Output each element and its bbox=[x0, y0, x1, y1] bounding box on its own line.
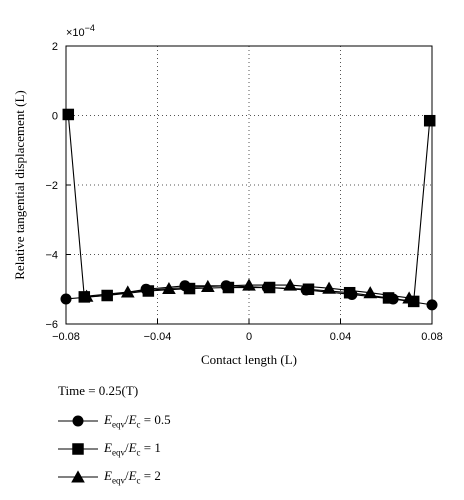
data-point-circle bbox=[426, 299, 438, 311]
data-point-square bbox=[222, 281, 235, 294]
data-point-triangle bbox=[79, 289, 94, 302]
legend-label: Eeqv/Ec = 1 bbox=[104, 440, 161, 458]
data-point-square bbox=[343, 286, 356, 299]
legend-label-sub2: c bbox=[136, 419, 141, 430]
legend-label: Eeqv/Ec = 2 bbox=[104, 468, 161, 486]
legend-title: Time = 0.25(T) bbox=[58, 383, 139, 398]
y-tick-label: −4 bbox=[45, 250, 58, 262]
legend-label-value: = 2 bbox=[140, 468, 161, 484]
series-triangle bbox=[79, 278, 416, 304]
axis-ticks: −0.08 −0.04 0 0.04 0.08 2 0 −2 −4 −6 bbox=[45, 41, 442, 343]
data-point-triangle bbox=[363, 286, 378, 299]
y-tick-label: 0 bbox=[52, 111, 58, 123]
legend-label-sub1: eqv bbox=[111, 447, 125, 458]
y-tick-label: −2 bbox=[45, 180, 58, 192]
legend-label-sub1: eqv bbox=[111, 475, 125, 486]
data-point-square bbox=[382, 292, 395, 304]
legend-items: Eeqv/Ec = 0.5 Eeqv/Ec = 1 Eeqv/Ec = 2 bbox=[58, 407, 318, 491]
y-multiplier-exp: −4 bbox=[85, 23, 95, 33]
legend-swatch-square bbox=[58, 443, 98, 455]
legend-marker-circle bbox=[72, 415, 84, 427]
data-point-square bbox=[62, 108, 75, 121]
legend-item: Eeqv/Ec = 2 bbox=[58, 463, 318, 491]
legend-swatch-circle bbox=[58, 415, 98, 427]
legend-label-value: = 1 bbox=[140, 440, 161, 456]
series-layer bbox=[60, 108, 438, 311]
legend-label-sub1: eqv bbox=[111, 419, 125, 430]
legend-label-sub2: c bbox=[136, 447, 141, 458]
data-point-triangle bbox=[201, 279, 215, 292]
data-point-square bbox=[423, 114, 436, 127]
legend-marker-triangle bbox=[71, 470, 85, 483]
x-tick-label: 0.04 bbox=[330, 331, 351, 343]
legend-item: Eeqv/Ec = 0.5 bbox=[58, 407, 318, 435]
legend-label-sym: E bbox=[104, 468, 112, 484]
data-point-circle bbox=[60, 293, 72, 305]
legend-label-sym: E bbox=[104, 412, 112, 428]
legend-label-value: = 0.5 bbox=[140, 412, 171, 428]
grid bbox=[66, 46, 432, 324]
data-point-triangle bbox=[162, 281, 176, 295]
x-tick-label: 0 bbox=[246, 331, 252, 343]
legend-label-sym2: E bbox=[128, 440, 137, 456]
data-point-square bbox=[302, 283, 315, 295]
data-point-square bbox=[263, 281, 276, 294]
legend-label-sym2: E bbox=[128, 468, 137, 484]
x-tick-label: −0.08 bbox=[52, 331, 80, 343]
y-multiplier: ×10−4 bbox=[66, 23, 95, 39]
data-point-triangle bbox=[322, 281, 336, 294]
legend-label-sub2: c bbox=[136, 475, 141, 486]
legend-swatch-triangle bbox=[58, 470, 98, 483]
y-axis-label: Relative tangential displacement (L) bbox=[12, 90, 27, 280]
y-multiplier-base: ×10 bbox=[66, 27, 85, 39]
legend-item: Eeqv/Ec = 1 bbox=[58, 435, 318, 463]
data-point-square bbox=[183, 282, 196, 295]
legend-label: Eeqv/Ec = 0.5 bbox=[104, 412, 171, 430]
data-point-square bbox=[142, 285, 155, 297]
data-point-triangle bbox=[283, 278, 297, 291]
data-point-triangle bbox=[242, 278, 256, 291]
data-point-triangle bbox=[120, 285, 135, 298]
y-tick-label: 2 bbox=[52, 41, 58, 53]
legend-label-sym: E bbox=[104, 440, 112, 456]
x-tick-label: 0.08 bbox=[421, 331, 442, 343]
data-point-square bbox=[101, 289, 113, 302]
y-tick-label: −6 bbox=[45, 319, 58, 331]
legend-label-sym2: E bbox=[128, 412, 137, 428]
data-point-triangle bbox=[402, 291, 416, 304]
legend-marker-square bbox=[72, 443, 84, 455]
x-tick-label: −0.04 bbox=[144, 331, 172, 343]
x-axis-label: Contact length (L) bbox=[201, 352, 297, 367]
